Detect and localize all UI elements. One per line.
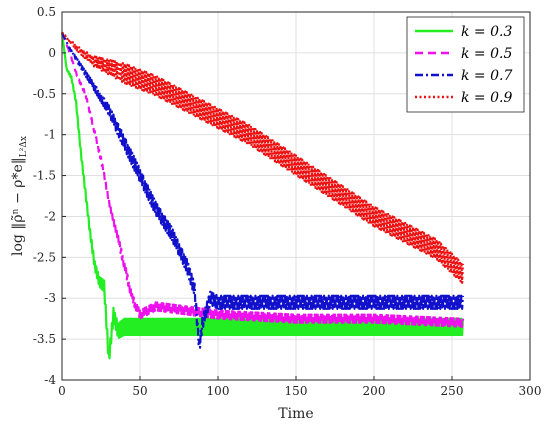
y-tick-label: -4 <box>44 373 56 387</box>
legend-label-4: k = 0.9 <box>461 90 512 106</box>
x-axis-label: Time <box>278 406 313 422</box>
legend: k = 0.3 k = 0.5 k = 0.7 k = 0.9 <box>406 16 525 113</box>
y-tick-label: -1 <box>44 128 56 142</box>
x-tick-label: 100 <box>207 384 230 398</box>
y-tick-label: -3 <box>44 291 56 305</box>
legend-label-2: k = 0.5 <box>461 46 512 62</box>
y-tick-label: -2 <box>44 209 56 223</box>
ticks: 0 50 100 150 200 250 300 -4 -3.5 -3 -2.5 -2 -1.5 -1 -0… <box>33 5 542 398</box>
x-tick-label: 250 <box>441 384 464 398</box>
series-line-4 <box>61 31 465 284</box>
y-tick-label: 0 <box>48 46 56 60</box>
y-axis-label-subscript: L²Δx <box>19 136 29 157</box>
x-tick-label: 300 <box>519 384 542 398</box>
y-tick-label: -0.5 <box>33 87 56 101</box>
y-tick-label: -1.5 <box>33 169 56 183</box>
y-tick-label: 0.5 <box>37 5 56 19</box>
x-tick-label: 150 <box>285 384 308 398</box>
legend-label-1: k = 0.3 <box>461 24 512 40</box>
legend-label-3: k = 0.7 <box>461 68 512 84</box>
x-tick-label: 200 <box>363 384 386 398</box>
y-axis-label: log ‖ρ̃ⁿ − ρ*e‖L²Δx <box>10 136 29 256</box>
series-group <box>60 31 465 360</box>
y-tick-label: -2.5 <box>33 250 56 264</box>
svg-text:log ‖ρ̃ⁿ − ρ*e‖L²Δx: log ‖ρ̃ⁿ − ρ*e‖L²Δx <box>10 136 29 256</box>
legend-box <box>406 16 525 113</box>
series-line-2 <box>60 32 465 328</box>
y-tick-label: -3.5 <box>33 332 56 346</box>
y-axis-label-main: log ‖ρ̃ⁿ − ρ*e‖ <box>10 157 26 256</box>
x-tick-label: 0 <box>58 384 66 398</box>
x-tick-label: 50 <box>132 384 147 398</box>
series-line-3 <box>60 31 465 349</box>
